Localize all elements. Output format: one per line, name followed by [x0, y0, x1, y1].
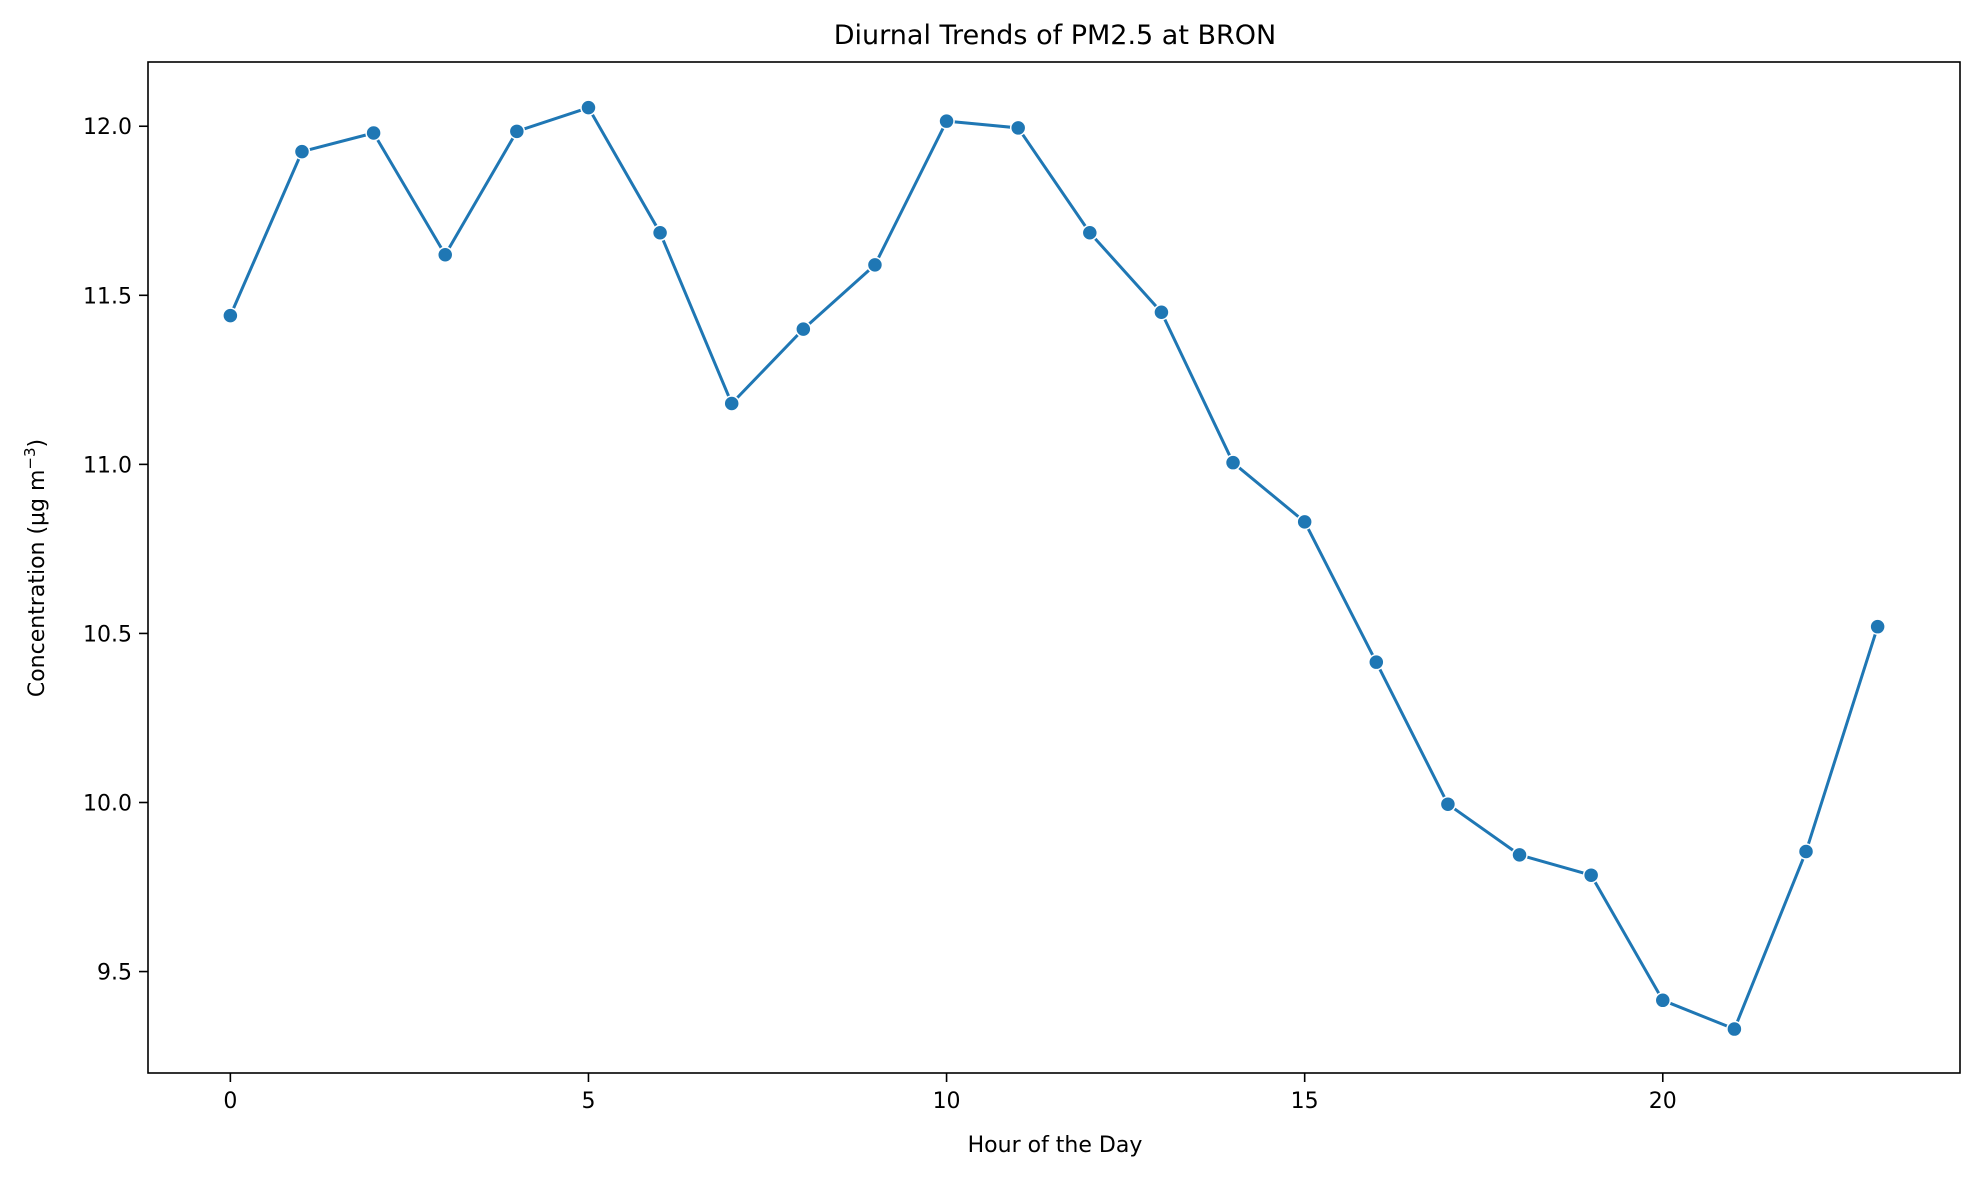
x-tick-label: 20: [1649, 1089, 1677, 1114]
y-axis-label-superscript: −3: [21, 447, 39, 469]
data-point: [293, 143, 311, 160]
data-point: [1869, 618, 1886, 635]
chart-title: Diurnal Trends of PM2.5 at BRON: [834, 20, 1276, 51]
series-points: [222, 99, 1886, 1038]
data-point: [1224, 454, 1242, 471]
x-tick-label: 15: [1291, 1089, 1319, 1114]
y-axis-ticks: 9.5 10.0 10.5 11.0 11.5 12.0: [83, 115, 148, 986]
data-point: [938, 112, 955, 130]
data-point: [365, 124, 382, 142]
x-axis-ticks: 0 5 10 15 20: [223, 1073, 1677, 1114]
data-point: [1153, 303, 1170, 321]
data-point: [1368, 653, 1385, 671]
y-tick-label: 11.5: [83, 284, 132, 309]
plot-area: 0 5 10 15 20 9.5 10.0 10.5 11.0 11.5 12.0: [83, 61, 1961, 1114]
data-point: [1582, 866, 1600, 884]
data-point: [1439, 795, 1457, 813]
data-point: [580, 99, 597, 116]
series-line: [228, 106, 1880, 1031]
data-point: [1654, 992, 1672, 1009]
data-point: [1296, 513, 1313, 531]
y-tick-label: 12.0: [83, 115, 132, 140]
y-tick-label: 10.5: [83, 622, 132, 647]
plot-frame: [147, 61, 1961, 1074]
data-point: [795, 320, 812, 338]
x-tick-label: 10: [933, 1089, 961, 1114]
data-point: [1726, 1020, 1743, 1038]
y-tick-label: 9.5: [97, 961, 132, 986]
y-tick-label: 10.0: [83, 791, 132, 816]
data-point: [508, 123, 526, 140]
data-point: [866, 256, 884, 274]
data-point: [723, 395, 740, 412]
y-axis-label-suffix: ): [25, 439, 50, 448]
data-point: [222, 307, 239, 324]
data-point: [436, 246, 454, 263]
x-tick-label: 0: [223, 1089, 237, 1114]
data-point: [1797, 843, 1815, 860]
data-point: [1081, 224, 1099, 242]
x-axis-label: Hour of the Day: [968, 1133, 1143, 1158]
y-axis-label: Concentration (μg m−3): [21, 439, 50, 697]
y-tick-label: 11.0: [83, 453, 132, 478]
data-point: [1009, 119, 1027, 137]
data-point: [1511, 846, 1528, 864]
y-axis-label-main: Concentration (μg m: [25, 470, 50, 698]
data-point: [651, 224, 669, 242]
x-tick-label: 5: [581, 1089, 595, 1114]
